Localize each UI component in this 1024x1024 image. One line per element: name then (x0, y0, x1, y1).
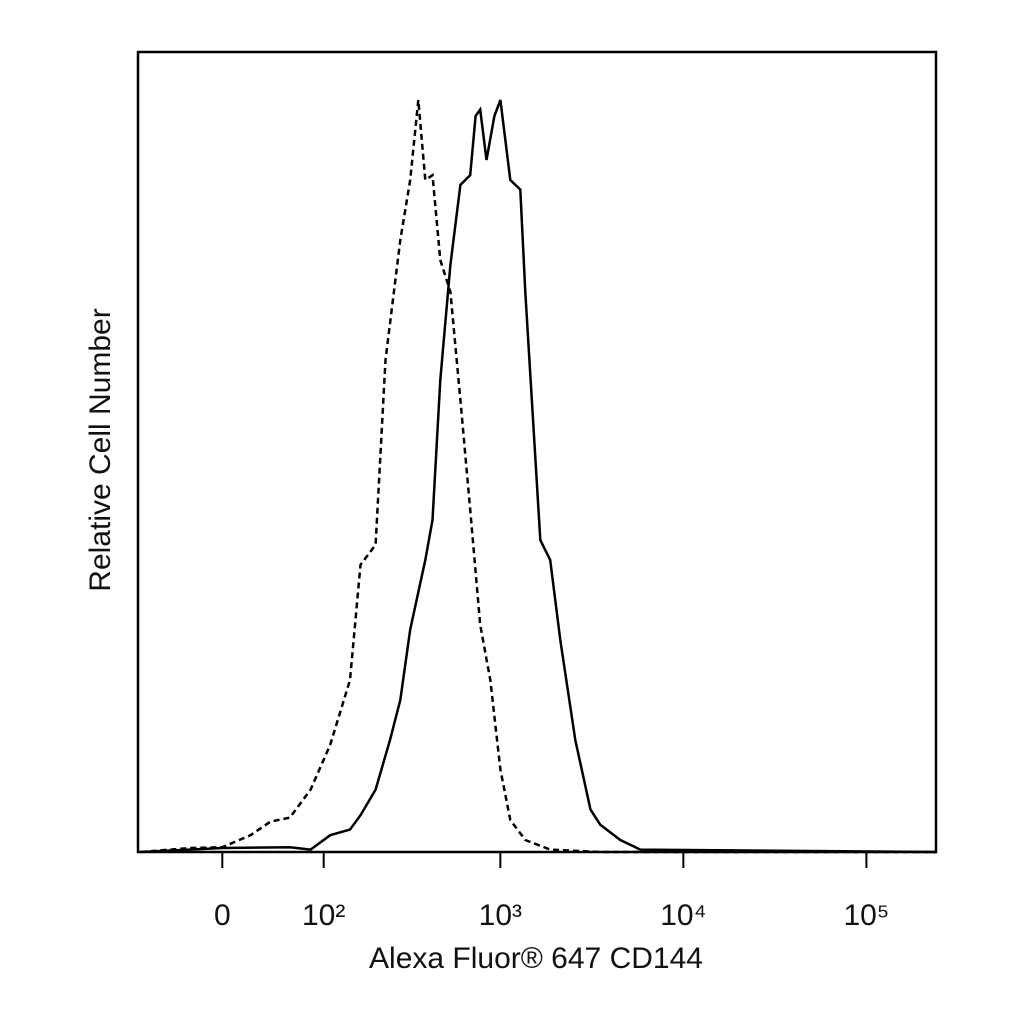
plot-frame (136, 50, 938, 854)
y-axis-label: Relative Cell Number (84, 308, 117, 591)
x-tick-label: 10² (302, 899, 345, 932)
x-tick-label: 10³ (479, 899, 522, 932)
histogram-line (140, 99, 936, 854)
x-axis-label: Alexa Fluor® 647 CD144 (369, 942, 703, 975)
histogram-line (140, 99, 937, 854)
x-tick-label: 0 (214, 899, 231, 932)
x-tick-label: 10⁵ (843, 899, 889, 932)
x-tick-label: 10⁴ (660, 899, 706, 932)
